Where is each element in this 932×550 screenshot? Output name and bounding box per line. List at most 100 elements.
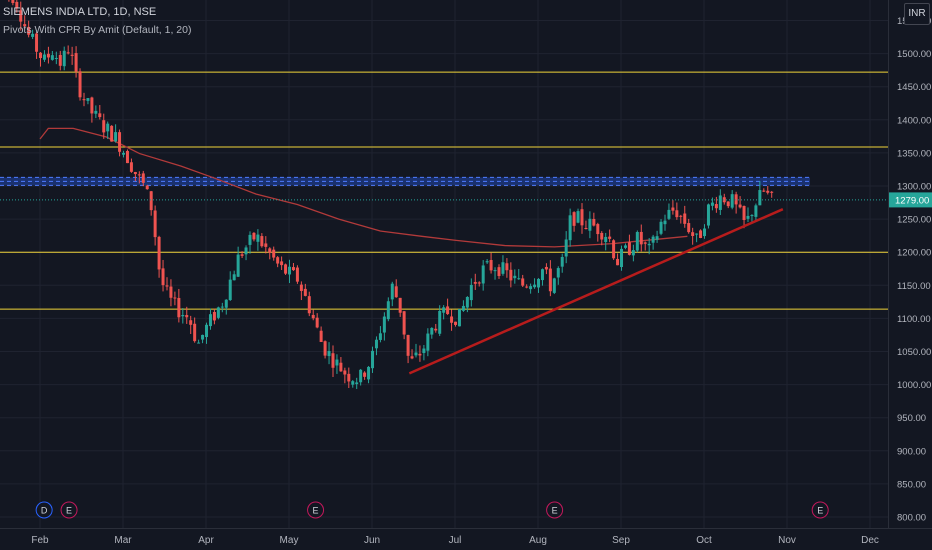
candle-up	[201, 334, 205, 340]
candle-up	[552, 278, 556, 293]
candle-down	[450, 316, 454, 323]
candle-up	[386, 301, 390, 320]
candle-up	[517, 278, 521, 280]
last-price-tag	[889, 192, 932, 208]
price-tick-label: 1350.00	[897, 148, 931, 159]
candle-down	[323, 341, 327, 356]
candle-up	[706, 204, 710, 226]
price-tick-label: 1200.00	[897, 248, 931, 259]
candle-down	[284, 264, 288, 274]
candle-down	[272, 249, 276, 258]
candle-up	[529, 286, 533, 290]
candle-up	[94, 110, 98, 114]
candle-down	[699, 230, 703, 238]
candle-down	[643, 242, 647, 244]
candle-up	[208, 314, 212, 327]
candle-up	[461, 305, 465, 311]
candle-down	[260, 236, 264, 247]
price-tick-label: 1500.00	[897, 49, 931, 60]
candle-up	[663, 220, 667, 225]
currency-button[interactable]: INR	[904, 3, 930, 25]
dividend-marker-label: D	[41, 506, 48, 516]
candle-up	[442, 307, 446, 313]
candle-up	[556, 268, 560, 278]
candle-up	[390, 283, 394, 300]
earnings-marker[interactable]	[546, 501, 564, 519]
candle-down	[770, 191, 774, 193]
candle-down	[627, 242, 631, 255]
candle-down	[671, 207, 675, 211]
candle-down	[477, 282, 481, 284]
trendline[interactable]	[408, 208, 784, 375]
candle-down	[394, 286, 398, 298]
candle-down	[11, 0, 15, 4]
support-trendline[interactable]	[408, 208, 784, 375]
candle-down	[319, 330, 323, 342]
candle-up	[623, 245, 627, 248]
dividend-marker[interactable]	[35, 501, 53, 519]
candle-down	[145, 185, 149, 190]
candle-up	[181, 315, 185, 317]
candle-up	[220, 306, 224, 308]
candle-up	[327, 351, 331, 357]
candle-up	[750, 215, 754, 217]
candle-up	[31, 33, 35, 37]
symbol-title[interactable]: SIEMENS INDIA LTD, 1D, NSE	[3, 6, 157, 18]
earnings-marker-label: E	[313, 506, 319, 516]
time-tick-label: Jul	[449, 535, 462, 546]
candle-down	[165, 285, 169, 287]
candle-down	[252, 232, 256, 240]
time-tick-label: Dec	[861, 535, 879, 546]
time-tick-label: Mar	[114, 535, 132, 546]
cpr-band	[0, 176, 810, 186]
candle-up	[232, 274, 236, 281]
candle-up	[371, 350, 375, 369]
candle-up	[588, 218, 592, 231]
candle-up	[378, 333, 382, 340]
candle-down	[544, 266, 548, 270]
candle-down	[264, 243, 268, 247]
candle-up	[667, 209, 671, 219]
candle-up	[465, 296, 469, 308]
price-tick-label: 1000.00	[897, 380, 931, 391]
candle-down	[521, 278, 525, 286]
candle-down	[280, 261, 284, 266]
candle-up	[414, 352, 418, 356]
indicator-legend[interactable]: Pivots With CPR By Amit (Default, 1, 20)	[3, 24, 192, 36]
candle-down	[505, 263, 509, 271]
candle-up	[228, 279, 232, 301]
price-axis[interactable]: 800.00 850.00 900.00 950.00 1000.00 1050.00 11…	[888, 0, 932, 550]
time-tick-label: May	[280, 535, 299, 546]
earnings-marker[interactable]	[307, 501, 325, 519]
candle-down	[596, 224, 600, 235]
time-tick-label: Aug	[529, 535, 547, 546]
candle-up	[481, 265, 485, 284]
candle-down	[714, 204, 718, 209]
price-axis-bg	[888, 0, 932, 550]
price-tick-label: 1450.00	[897, 82, 931, 93]
candle-down	[27, 26, 31, 35]
candle-up	[54, 57, 58, 59]
candle-down	[129, 162, 133, 172]
candle-down	[572, 212, 576, 226]
candle-down	[82, 99, 86, 101]
candle-up	[382, 316, 386, 333]
price-tick-label: 950.00	[897, 413, 926, 424]
candle-down	[592, 218, 596, 226]
candle-down	[683, 213, 687, 224]
candle-down	[406, 334, 410, 356]
pivot-levels	[0, 71, 888, 310]
candle-down	[343, 370, 347, 375]
earnings-marker[interactable]	[811, 501, 829, 519]
candle-up	[457, 308, 461, 327]
candle-up	[256, 234, 260, 242]
candle-down	[691, 232, 695, 237]
candle-down	[177, 297, 181, 318]
candle-down	[762, 190, 766, 192]
candle-up	[746, 215, 750, 219]
time-axis[interactable]: Feb Mar Apr May Jun Jul Aug Sep Oct Nov Dec	[0, 528, 932, 550]
candle-down	[726, 201, 730, 207]
candle-down	[315, 317, 319, 328]
earnings-marker[interactable]	[60, 501, 78, 519]
